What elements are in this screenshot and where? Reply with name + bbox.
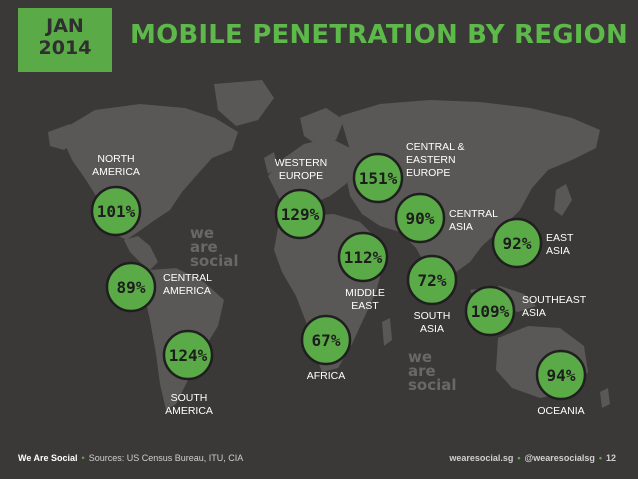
- region-central-eastern-europe-label: CENTRAL & EASTERN EUROPE: [406, 141, 465, 179]
- region-southeast-asia-bubble: [464, 285, 516, 337]
- region-south-asia-label-line: SOUTH: [414, 310, 451, 322]
- region-western-europe-label-line: WESTERN: [275, 157, 328, 169]
- watermark-are: are: [190, 238, 218, 256]
- region-western-europe-label-line: EUROPE: [279, 170, 323, 182]
- region-central-america-value: 89%: [117, 278, 146, 297]
- footer-separator-dot: •: [81, 453, 85, 463]
- region-africa-bubble: [300, 314, 352, 366]
- date-badge: JAN 2014: [18, 8, 112, 72]
- region-central-eastern-europe-bubble: [352, 152, 404, 204]
- region-east-asia-bubble: [491, 217, 543, 269]
- region-east-asia-label-line: ASIA: [546, 245, 570, 257]
- region-central-america-bubble: [105, 261, 157, 313]
- region-north-america-label-line: NORTH: [97, 153, 134, 165]
- region-southeast-asia-label-line: ASIA: [522, 307, 546, 319]
- region-central-asia-value: 90%: [406, 209, 435, 228]
- region-central-america-label: CENTRAL AMERICA: [163, 272, 212, 297]
- footer-sources: Sources: US Census Bureau, ITU, CIA: [88, 453, 244, 463]
- region-central-asia-label: CENTRAL ASIA: [449, 208, 498, 233]
- region-central-asia-label-line: ASIA: [449, 221, 473, 233]
- region-south-america-value: 124%: [169, 346, 208, 365]
- region-middle-east-label: MIDDLE EAST: [345, 287, 385, 312]
- region-africa-label: AFRICA: [307, 370, 346, 382]
- region-south-asia-bubble: [406, 254, 458, 306]
- region-central-america-label-line: CENTRAL: [163, 272, 212, 284]
- region-central-eastern-europe-label-line: CENTRAL &: [406, 141, 465, 153]
- footer-left: We Are Social • Sources: US Census Bureau,…: [18, 453, 243, 463]
- footer-page-number: 12: [605, 453, 616, 463]
- region-east-asia-label: EAST ASIA: [546, 232, 574, 257]
- page-title: MOBILE PENETRATION BY REGION: [130, 20, 628, 50]
- footer-separator-dot-2: •: [517, 453, 521, 463]
- region-central-america-label-line: AMERICA: [163, 285, 211, 297]
- region-western-europe-value: 129%: [281, 205, 320, 224]
- region-middle-east-label-line: MIDDLE: [345, 287, 385, 299]
- region-southeast-asia-label: SOUTHEAST ASIA: [522, 294, 587, 319]
- region-central-eastern-europe-label-line: EUROPE: [406, 167, 450, 179]
- region-africa-label-line: AFRICA: [307, 370, 346, 382]
- region-western-europe-bubble: [274, 188, 326, 240]
- watermark-are-2: are: [408, 362, 436, 380]
- region-north-america-label-line: AMERICA: [92, 166, 140, 178]
- region-south-asia-value: 72%: [418, 271, 447, 290]
- region-south-america-label-line: SOUTH: [171, 392, 208, 404]
- region-central-eastern-europe-label-line: EASTERN: [406, 154, 456, 166]
- footer-separator-dot-3: •: [598, 453, 602, 463]
- watermark-social-2: social: [408, 376, 457, 394]
- region-africa-value: 67%: [312, 331, 341, 350]
- region-central-asia-label-line: CENTRAL: [449, 208, 498, 220]
- region-southeast-asia-label-line: SOUTHEAST: [522, 294, 587, 306]
- region-south-asia-label: SOUTH ASIA: [414, 310, 451, 335]
- footer: We Are Social • Sources: US Census Bureau,…: [0, 447, 638, 471]
- region-central-asia-bubble: [394, 192, 446, 244]
- footer-site: wearesocial.sg: [449, 453, 514, 463]
- region-middle-east-bubble: [337, 231, 389, 283]
- watermark-we: we: [190, 224, 214, 242]
- region-south-america-label: SOUTH AMERICA: [165, 392, 213, 417]
- footer-handle: @wearesocialsg: [524, 453, 595, 463]
- watermark-group: we are social we are social: [190, 224, 457, 394]
- region-south-america-label-line: AMERICA: [165, 405, 213, 417]
- footer-brand: We Are Social: [18, 453, 78, 463]
- region-southeast-asia-value: 109%: [471, 302, 510, 321]
- region-north-america-bubble: [90, 185, 142, 237]
- region-east-asia-value: 92%: [503, 234, 532, 253]
- date-year: 2014: [38, 37, 92, 59]
- region-south-asia-label-line: ASIA: [420, 323, 444, 335]
- date-month: JAN: [46, 15, 84, 37]
- region-north-america-label: NORTH AMERICA: [92, 153, 140, 178]
- watermark-we-2: we: [408, 348, 432, 366]
- region-central-eastern-europe-value: 151%: [359, 169, 398, 188]
- region-middle-east-value: 112%: [344, 248, 383, 267]
- footer-right: wearesocial.sg • @wearesocialsg • 12: [449, 453, 616, 463]
- region-oceania-value: 94%: [547, 366, 576, 385]
- region-north-america-value: 101%: [97, 202, 136, 221]
- region-middle-east-label-line: EAST: [351, 300, 379, 312]
- region-oceania-bubble: [535, 349, 587, 401]
- region-oceania-label-line: OCEANIA: [537, 405, 584, 417]
- region-south-america-bubble: [162, 329, 214, 381]
- region-east-asia-label-line: EAST: [546, 232, 574, 244]
- region-oceania-label: OCEANIA: [537, 405, 584, 417]
- region-western-europe-label: WESTERN EUROPE: [275, 157, 328, 182]
- watermark-social: social: [190, 252, 239, 270]
